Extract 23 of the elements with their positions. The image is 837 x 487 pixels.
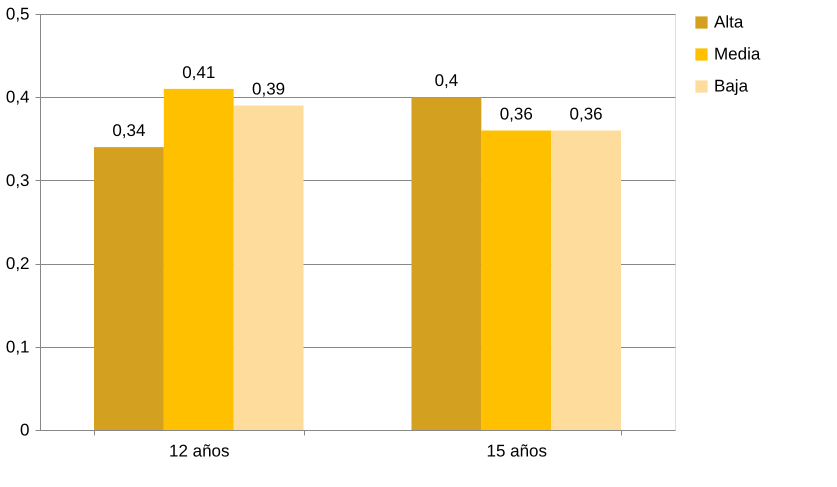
bar <box>481 130 552 430</box>
y-tick-label: 0,2 <box>6 254 30 274</box>
x-tick-label: 15 años <box>486 442 547 460</box>
y-tick-label: 0,4 <box>6 88 30 107</box>
y-tick-label: 0,3 <box>6 170 30 190</box>
bar <box>234 106 304 430</box>
y-tick-label: 0 <box>20 420 30 440</box>
data-label: 0,41 <box>182 62 216 82</box>
data-label: 0,36 <box>570 104 603 124</box>
bar <box>164 88 234 430</box>
x-tick-label: 12 años <box>169 442 230 460</box>
data-label: 0,36 <box>500 104 533 124</box>
y-tick-label: 0,5 <box>6 4 30 24</box>
bar <box>411 97 482 430</box>
bar <box>551 130 622 430</box>
bar <box>94 147 164 430</box>
legend-label: Media <box>714 44 761 64</box>
y-tick-label: 0,1 <box>6 337 30 356</box>
data-label: 0,34 <box>112 121 146 140</box>
legend-label: Baja <box>714 76 749 96</box>
legend-label: Alta <box>714 12 744 32</box>
data-label: 0,39 <box>252 80 286 99</box>
data-label: 0,4 <box>434 71 458 90</box>
